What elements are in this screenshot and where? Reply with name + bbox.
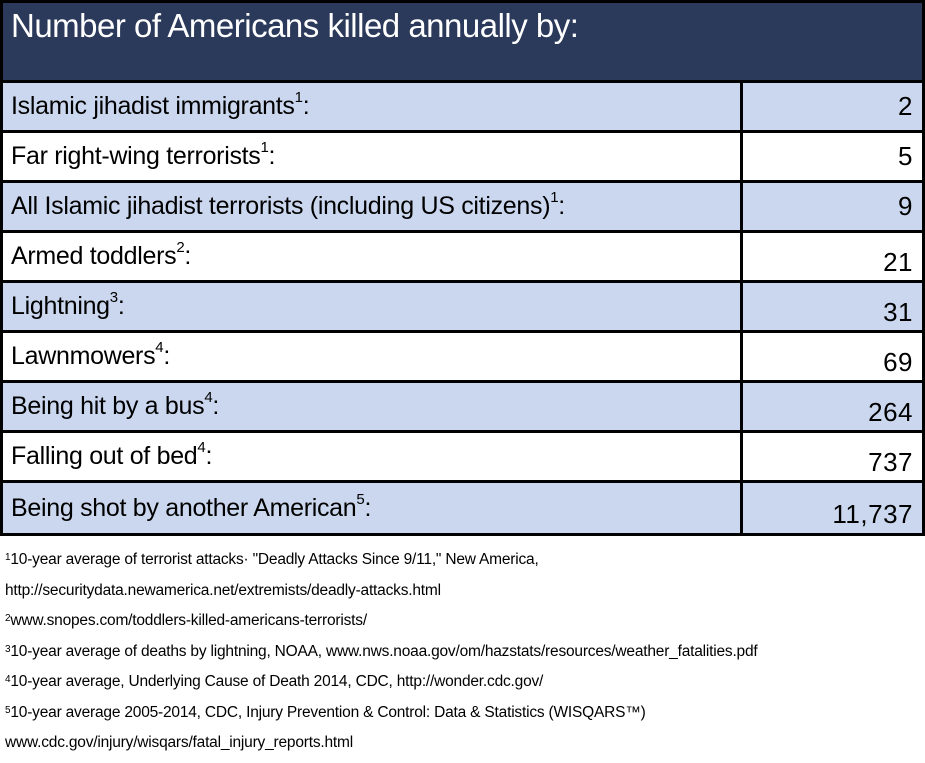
table-title-bar: Number of Americans killed annually by: <box>3 3 922 83</box>
footnote-line: 110-year average of terrorist attacks· "… <box>5 550 921 571</box>
footnotes: 110-year average of terrorist attacks· "… <box>0 536 925 754</box>
footnote-text: 10-year average of deaths by lightning, … <box>10 642 758 660</box>
label-colon: : <box>163 342 170 370</box>
cause-label: Being hit by a bus <box>11 392 205 420</box>
footnote-text: 10-year average, Underlying Cause of Dea… <box>10 673 544 690</box>
table-row: All Islamic jihadist terrorists (includi… <box>3 183 922 233</box>
footnote-line: 2www.snopes.com/toddlers-killed-american… <box>5 611 921 632</box>
cause-label-cell: Being shot by another American 5: <box>3 483 743 533</box>
cause-label-cell: All Islamic jihadist terrorists (includi… <box>3 183 743 230</box>
cause-label-cell: Lightning 3: <box>3 283 743 330</box>
death-count: 2 <box>898 91 913 121</box>
footnote-text: http://securitydata.newamerica.net/extre… <box>5 581 441 599</box>
footnote-number: 4 <box>5 674 11 685</box>
cause-label: Far right-wing terrorists <box>11 142 261 170</box>
death-count-cell: 9 <box>743 183 922 230</box>
label-colon: : <box>364 493 372 522</box>
cause-label: Armed toddlers <box>11 242 177 270</box>
label-colon: : <box>302 92 310 120</box>
footnote-number: 5 <box>5 704 11 716</box>
death-count-cell: 2 <box>743 83 922 130</box>
footnote-line: 510-year average 2005-2014, CDC, Injury … <box>5 703 921 724</box>
cause-label-cell: Being hit by a bus 4: <box>3 383 743 430</box>
death-count-cell: 69 <box>743 333 922 380</box>
label-colon: : <box>184 242 192 270</box>
death-count-cell: 11,737 <box>743 483 922 533</box>
label-colon: : <box>212 392 220 420</box>
footnote-line: http://securitydata.newamerica.net/extre… <box>5 581 921 602</box>
cause-label: Islamic jihadist immigrants <box>11 92 295 120</box>
footnote-ref: 1 <box>294 89 303 106</box>
death-count: 5 <box>898 141 913 171</box>
death-count: 737 <box>868 447 913 477</box>
table-row: Lawnmowers 4: 69 <box>3 333 922 383</box>
table-row: Armed toddlers 2: 21 <box>3 233 922 283</box>
death-count: 31 <box>883 297 913 327</box>
death-count-cell: 21 <box>743 233 922 280</box>
footnote-ref: 1 <box>260 139 269 156</box>
fatalities-table: Number of Americans killed annually by: … <box>0 0 925 536</box>
footnote-text: 10-year average 2005-2014, CDC, Injury P… <box>10 703 646 721</box>
label-colon: : <box>558 192 565 220</box>
cause-label-cell: Far right-wing terrorists 1: <box>3 133 743 180</box>
footnote-ref: 1 <box>550 189 559 206</box>
footnote-number: 1 <box>5 552 11 563</box>
cause-label-cell: Lawnmowers 4: <box>3 333 743 380</box>
cause-label: Lightning <box>11 292 110 320</box>
table-body: Islamic jihadist immigrants 1: 2 Far righ… <box>3 83 922 533</box>
footnote-text: 10-year average of terrorist attacks· "D… <box>10 551 539 568</box>
cause-label-cell: Islamic jihadist immigrants 1: <box>3 83 743 130</box>
footnote-ref: 4 <box>204 389 213 406</box>
footnote-text: www.snopes.com/toddlers-killed-americans… <box>10 612 367 629</box>
death-count: 69 <box>883 347 913 377</box>
footnote-number: 3 <box>5 643 11 655</box>
death-count-cell: 737 <box>743 433 922 480</box>
cause-label: Being shot by another American <box>11 493 357 522</box>
death-count-cell: 31 <box>743 283 922 330</box>
footnote-ref: 2 <box>176 239 185 256</box>
table-row: Lightning 3: 31 <box>3 283 922 333</box>
footnote-text: www.cdc.gov/injury/wisqars/fatal_injury_… <box>5 734 353 751</box>
footnote-ref: 5 <box>356 490 365 508</box>
footnote-number: 2 <box>5 613 11 624</box>
table-row: Being shot by another American 5: 11,737 <box>3 483 922 533</box>
death-count-cell: 264 <box>743 383 922 430</box>
footnote-line: 310-year average of deaths by lightning,… <box>5 642 921 663</box>
label-colon: : <box>205 442 213 470</box>
table-row: Islamic jihadist immigrants 1: 2 <box>3 83 922 133</box>
footnote-ref: 4 <box>155 339 164 356</box>
footnote-ref: 4 <box>197 439 206 456</box>
death-count: 21 <box>883 247 913 277</box>
footnote-ref: 3 <box>109 289 118 306</box>
death-count: 264 <box>868 397 913 427</box>
table-row: Falling out of bed 4: 737 <box>3 433 922 483</box>
cause-label-cell: Falling out of bed 4: <box>3 433 743 480</box>
footnote-line: www.cdc.gov/injury/wisqars/fatal_injury_… <box>5 733 921 754</box>
page-title: Number of Americans killed annually by: <box>11 7 579 44</box>
label-colon: : <box>268 142 276 170</box>
cause-label: Lawnmowers <box>11 342 156 370</box>
death-count: 11,737 <box>832 498 913 529</box>
cause-label: Falling out of bed <box>11 442 198 470</box>
table-row: Far right-wing terrorists 1: 5 <box>3 133 922 183</box>
death-count: 9 <box>898 191 913 221</box>
cause-label-cell: Armed toddlers 2: <box>3 233 743 280</box>
label-colon: : <box>117 292 125 320</box>
cause-label: All Islamic jihadist terrorists (includi… <box>11 192 551 220</box>
death-count-cell: 5 <box>743 133 922 180</box>
table-row: Being hit by a bus 4: 264 <box>3 383 922 433</box>
footnote-line: 410-year average, Underlying Cause of De… <box>5 672 921 693</box>
